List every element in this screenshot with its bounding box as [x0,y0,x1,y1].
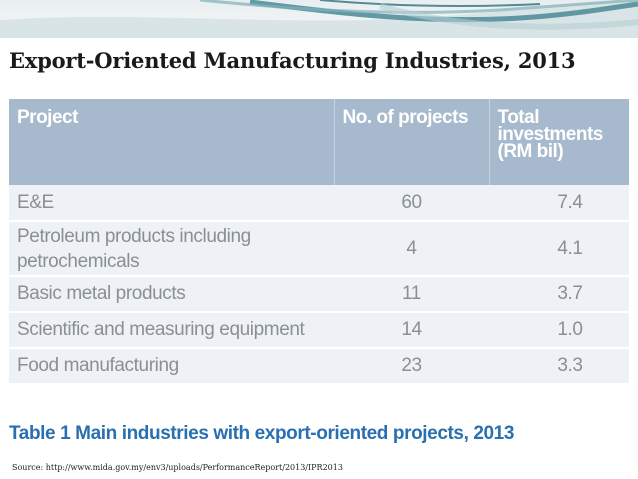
cell-investments: 3.3 [489,348,629,385]
industries-table: Project No. of projects Total investment… [9,99,629,385]
cell-projects: 11 [334,276,489,313]
cell-project: Scientific and measuring equipment [9,312,334,349]
table-row: Basic metal products 11 3.7 [9,276,629,313]
cell-investments: 1.0 [489,312,629,349]
cell-project: Food manufacturing [9,348,334,385]
cell-investments: 4.1 [489,221,629,277]
table-row: Food manufacturing 23 3.3 [9,348,629,385]
source-citation: Source: http://www.mida.gov.my/env3/uplo… [12,463,343,472]
cell-project: Basic metal products [9,276,334,313]
header-no-projects: No. of projects [333,99,489,185]
cell-investments: 3.7 [489,276,629,313]
industries-table-image: Project No. of projects Total investment… [9,99,629,385]
cell-investments: 7.4 [489,185,629,222]
cell-projects: 60 [334,185,489,222]
table-caption: Table 1 Main industries with export-orie… [9,423,515,444]
cell-project: Petroleum products including petrochemic… [9,221,334,277]
swoosh-graphic [0,0,638,38]
slide-title: Export-Oriented Manufacturing Industries… [9,48,576,73]
header-total-line3: (RM bil) [497,141,564,162]
cell-project: E&E [9,185,334,222]
cell-projects: 14 [334,312,489,349]
cell-project-line2: petrochemicals [17,250,140,272]
header-total-line2: investments [497,124,604,145]
cell-projects: 23 [334,348,489,385]
decorative-banner [0,0,638,38]
header-total-investments: Total investments (RM bil) [488,99,629,185]
table-row: E&E 60 7.4 [9,185,629,222]
table-row: Petroleum products including petrochemic… [9,221,629,277]
header-project: Project [9,99,334,185]
table-header-row: Project No. of projects Total investment… [9,99,629,185]
table-row: Scientific and measuring equipment 14 1.… [9,312,629,349]
cell-project-line1: Petroleum products including [17,225,251,247]
header-total-line1: Total [497,107,540,128]
cell-projects: 4 [334,221,489,277]
